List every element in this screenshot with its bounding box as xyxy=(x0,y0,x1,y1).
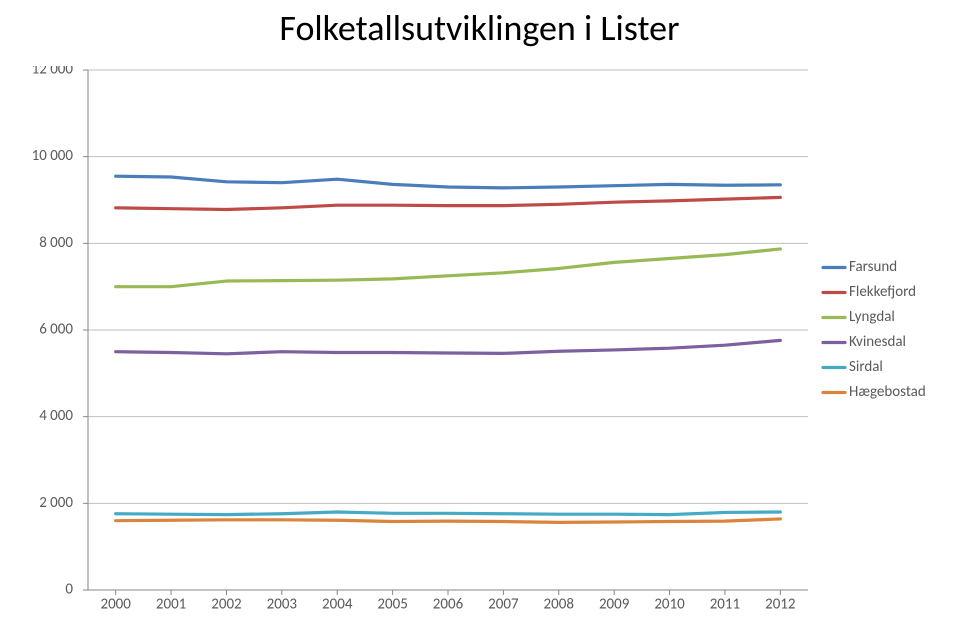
series-flekkefjord xyxy=(116,197,781,209)
ytick-label: 10 000 xyxy=(32,147,74,165)
line-chart: 0 2 000 4 000 6 000 8 000 10 000 12 000 2000 200… xyxy=(30,66,930,626)
series-kvinesdal xyxy=(116,340,781,353)
xtick-label: 2012 xyxy=(765,595,795,613)
legend-label: Hægebostad xyxy=(849,383,926,401)
legend-label: Lyngdal xyxy=(849,308,895,326)
ytick-label: 8 000 xyxy=(39,234,73,252)
xtick-label: 2002 xyxy=(211,595,241,613)
xtick-label: 2004 xyxy=(322,595,353,613)
series-lyngdal xyxy=(116,249,781,287)
xtick-label: 2003 xyxy=(267,595,298,613)
chart-title: Folketallsutviklingen i Lister xyxy=(0,6,959,50)
xtick-label: 2001 xyxy=(156,595,186,613)
ytick-label: 0 xyxy=(65,581,73,599)
legend-label: Flekkefjord xyxy=(849,283,916,301)
series-hægebostad xyxy=(116,519,781,522)
chart-svg: 0 2 000 4 000 6 000 8 000 10 000 12 000 2000 200… xyxy=(30,66,930,626)
xtick-label: 2000 xyxy=(100,595,131,613)
xtick-label: 2011 xyxy=(710,595,740,613)
legend-label: Kvinesdal xyxy=(849,333,906,351)
ytick-label: 6 000 xyxy=(39,321,73,339)
xtick-label: 2010 xyxy=(654,595,685,613)
xtick-label: 2008 xyxy=(544,595,574,613)
xtick-label: 2006 xyxy=(433,595,464,613)
legend-label: Sirdal xyxy=(849,358,883,376)
series-sirdal xyxy=(116,512,781,515)
xtick-label: 2007 xyxy=(488,595,519,613)
slide: Folketallsutviklingen i Lister 0 2 000 4 0… xyxy=(0,0,959,643)
xtick-label: 2009 xyxy=(599,595,630,613)
ytick-label: 4 000 xyxy=(39,407,73,425)
series-farsund xyxy=(116,176,781,188)
legend-label: Farsund xyxy=(849,258,897,276)
ytick-label: 12 000 xyxy=(32,66,74,79)
xtick-label: 2005 xyxy=(377,595,407,613)
ytick-label: 2 000 xyxy=(39,494,73,512)
